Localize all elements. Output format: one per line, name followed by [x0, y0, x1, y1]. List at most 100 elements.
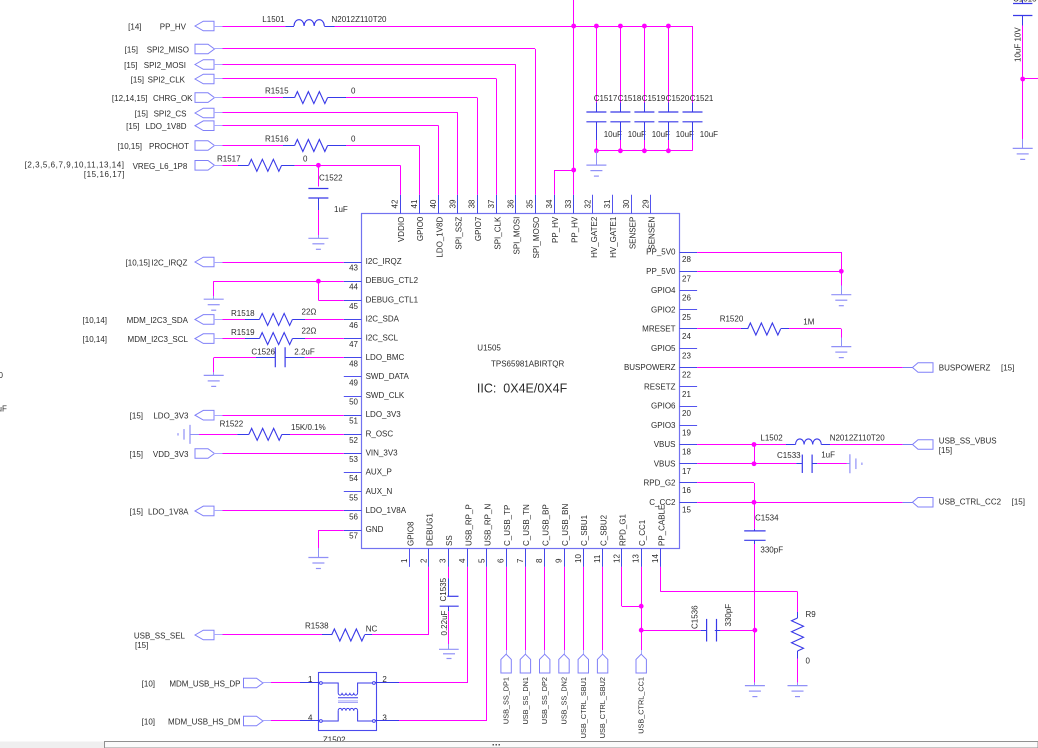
svg-text:5: 5 [477, 558, 486, 563]
svg-text:44: 44 [349, 283, 358, 292]
svg-text:MDM_I2C3_SCL: MDM_I2C3_SCL [128, 335, 189, 344]
svg-text:13: 13 [632, 554, 641, 563]
svg-text:35: 35 [526, 199, 535, 208]
svg-text:330pF: 330pF [724, 604, 733, 627]
svg-text:GPIO7: GPIO7 [474, 216, 483, 241]
svg-text:HV_GATE1: HV_GATE1 [609, 216, 618, 258]
svg-text:31: 31 [603, 199, 612, 208]
svg-text:PP_HV: PP_HV [551, 216, 560, 243]
svg-text:R1516: R1516 [265, 134, 289, 143]
svg-text:PP_5V0: PP_5V0 [646, 267, 676, 276]
svg-text:18: 18 [682, 448, 691, 457]
svg-text:[15]: [15] [135, 110, 148, 119]
svg-text:24: 24 [682, 332, 691, 341]
svg-text:22Ω: 22Ω [302, 327, 317, 336]
svg-text:VDDIO: VDDIO [397, 217, 406, 242]
svg-text:GPIO2: GPIO2 [651, 305, 676, 314]
svg-text:CHRG_OK: CHRG_OK [153, 94, 193, 103]
svg-text:C1535: C1535 [439, 577, 448, 601]
svg-text:40: 40 [429, 199, 438, 208]
svg-text:SPI2_MISO: SPI2_MISO [147, 46, 189, 55]
svg-text:SPI_MOSO: SPI_MOSO [532, 217, 541, 259]
svg-text:55: 55 [349, 493, 358, 502]
svg-text:C_USB_TP: C_USB_TP [503, 505, 512, 546]
svg-text:3: 3 [439, 558, 448, 563]
svg-text:47: 47 [349, 340, 358, 349]
svg-text:1uF: 1uF [821, 450, 835, 459]
svg-text:21: 21 [682, 390, 691, 399]
svg-text:MDM_USB_HS_DM: MDM_USB_HS_DM [168, 718, 241, 727]
svg-text:[15]: [15] [124, 61, 137, 70]
svg-text:R1519: R1519 [231, 328, 255, 337]
svg-text:VDD_3V3: VDD_3V3 [153, 450, 189, 459]
svg-text:USB_SS_SEL: USB_SS_SEL [134, 632, 186, 641]
svg-text:LDO_3V3: LDO_3V3 [366, 410, 402, 419]
svg-text:330pF: 330pF [760, 545, 783, 554]
svg-text:C1518: C1518 [618, 94, 642, 103]
svg-text:LDO_1V8D: LDO_1V8D [435, 216, 444, 257]
svg-text:USB_CTRL_SBU1: USB_CTRL_SBU1 [579, 677, 588, 738]
svg-text:[10,14]: [10,14] [83, 316, 107, 325]
svg-text:0: 0 [303, 154, 308, 163]
svg-text:[15]: [15] [126, 122, 139, 131]
svg-text:HV_GATE2: HV_GATE2 [590, 216, 599, 258]
svg-text:SWD_DATA: SWD_DATA [366, 372, 410, 381]
svg-text:SPI2_CS: SPI2_CS [154, 110, 187, 119]
svg-text:SPI2_CLK: SPI2_CLK [148, 76, 186, 85]
svg-text:C_CC2: C_CC2 [649, 498, 676, 507]
svg-text:C1517: C1517 [594, 94, 618, 103]
svg-text:[15]: [15] [130, 450, 143, 459]
svg-text:28: 28 [682, 255, 691, 264]
svg-text:42: 42 [391, 199, 400, 208]
svg-text:BUSPOWERZ: BUSPOWERZ [939, 364, 991, 373]
svg-text:USB_CTRL_SBU2: USB_CTRL_SBU2 [598, 677, 607, 738]
svg-text:GND: GND [366, 525, 384, 534]
svg-text:10uF 10V: 10uF 10V [1013, 27, 1022, 62]
svg-text:SS: SS [445, 535, 454, 546]
svg-text:USB_RP_N: USB_RP_N [484, 504, 493, 546]
svg-text:7: 7 [516, 558, 525, 563]
svg-text:56: 56 [349, 512, 358, 521]
svg-text:36: 36 [506, 199, 515, 208]
svg-text:15K/0.1%: 15K/0.1% [291, 423, 326, 432]
svg-text:PP_HV: PP_HV [160, 23, 187, 32]
svg-text:LDO_1V8A: LDO_1V8A [148, 507, 189, 516]
svg-text:10uF: 10uF [652, 130, 670, 139]
svg-text:54: 54 [349, 474, 358, 483]
svg-text:30: 30 [622, 199, 631, 208]
svg-text:38: 38 [468, 199, 477, 208]
svg-text:C_USB_BN: C_USB_BN [561, 504, 570, 546]
svg-text:29: 29 [641, 199, 650, 208]
svg-text:37: 37 [487, 199, 496, 208]
svg-text:49: 49 [349, 378, 358, 387]
svg-text:PP_5V0: PP_5V0 [646, 248, 676, 257]
svg-text:VBUS: VBUS [654, 440, 676, 449]
svg-text:N2012Z110T20: N2012Z110T20 [332, 15, 388, 24]
svg-text:33: 33 [564, 199, 573, 208]
svg-text:R9: R9 [806, 610, 817, 619]
svg-text:52: 52 [349, 436, 358, 445]
svg-text:R1518: R1518 [231, 309, 255, 318]
svg-text:R_OSC: R_OSC [366, 429, 394, 438]
svg-text:C1534: C1534 [755, 514, 779, 523]
svg-text:27: 27 [682, 274, 691, 283]
svg-text:USB_SS_VBUS: USB_SS_VBUS [939, 437, 997, 446]
svg-text:[15]: [15] [1012, 497, 1025, 506]
svg-text:C1526: C1526 [251, 348, 275, 357]
svg-text:1: 1 [308, 675, 313, 684]
svg-text:USB_SS_DP2: USB_SS_DP2 [540, 677, 549, 724]
svg-text:22Ω: 22Ω [302, 307, 317, 316]
svg-text:DEBUG1: DEBUG1 [426, 513, 435, 546]
svg-text:0: 0 [0, 371, 4, 380]
svg-text:C_SBU1: C_SBU1 [580, 514, 589, 546]
svg-text:[15]: [15] [131, 76, 144, 85]
svg-text:10: 10 [574, 554, 583, 563]
svg-text:[12,14,15]: [12,14,15] [112, 94, 148, 103]
svg-text:MDM_I2C3_SDA: MDM_I2C3_SDA [127, 316, 189, 325]
svg-text:C1515: C1515 [1013, 0, 1037, 3]
svg-text:[15,16,17]: [15,16,17] [84, 170, 125, 179]
svg-text:VBUS: VBUS [654, 459, 676, 468]
svg-text:[10,14]: [10,14] [83, 335, 107, 344]
svg-text:[10]: [10] [142, 680, 155, 689]
svg-text:PROCHOT: PROCHOT [149, 142, 189, 151]
